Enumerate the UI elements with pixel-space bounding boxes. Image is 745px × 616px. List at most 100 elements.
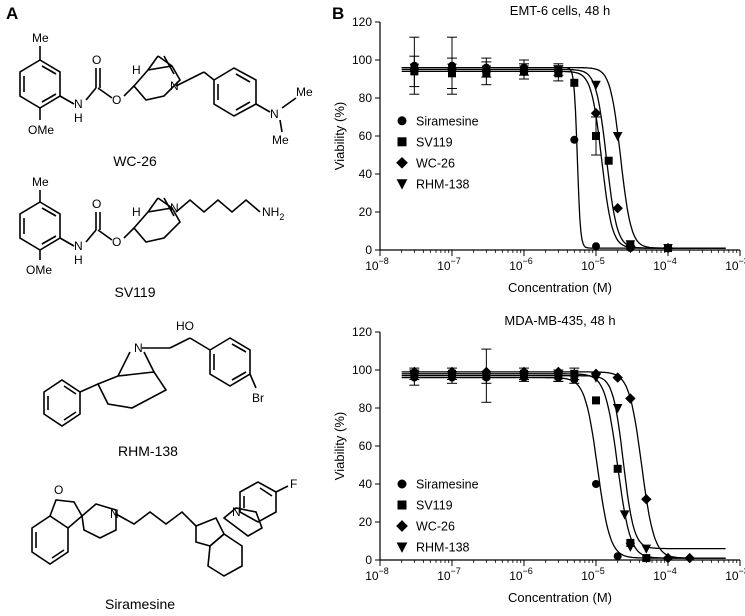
chart-0-xlabel: Concentration (M) — [508, 280, 612, 295]
chart-1-xtick-label: 10−4 — [653, 566, 677, 583]
sv119-atom-nh2: NH2 — [262, 205, 284, 222]
siramesine-atom-o: O — [54, 483, 63, 497]
chart-1-point-rhm-138 — [591, 373, 601, 383]
chart-0-point-rhm-138 — [447, 63, 457, 73]
chart-1-point-wc-26 — [662, 552, 674, 564]
chart-0-series-1 — [401, 55, 726, 253]
sv119-atom-n: N — [74, 239, 83, 253]
chart-0-ytick-label: 0 — [365, 243, 372, 257]
siramesine-atom-f: F — [290, 477, 297, 491]
chart-1-point-rhm-138 — [447, 371, 457, 381]
sv119-structure: Me OMe N H O O H N NH2 — [19, 175, 284, 277]
chart-1-xtick-label: 10−3 — [725, 566, 745, 583]
chart-1-fit-curve — [401, 375, 726, 550]
chart-1-legend-label: RHM-138 — [416, 541, 470, 555]
chart-1-point-wc-26 — [625, 393, 636, 404]
chart-1-point-rhm-138 — [409, 371, 420, 381]
wc26-atom-ome: OMe — [28, 123, 54, 137]
chart-1-legend-marker — [397, 479, 407, 489]
chart-1-point-sv119 — [592, 396, 600, 405]
molecule-name-sv119: SV119 — [114, 284, 156, 300]
wc26-atom-o-ester: O — [112, 93, 121, 107]
chart-0-ytick-label: 100 — [352, 53, 372, 67]
chart-0-ylabel: Viability (%) — [332, 102, 347, 170]
rhm138-atom-br: Br — [252, 391, 264, 405]
chart-1-xlabel: Concentration (M) — [508, 590, 612, 605]
molecule-name-siramesine: Siramesine — [104, 596, 176, 612]
chart-1-ytick-label: 60 — [359, 439, 373, 453]
sv119-atom-o-carbonyl: O — [92, 197, 101, 211]
siramesine-atom-n2: N — [232, 505, 241, 519]
chart-1-xtick-label: 10−7 — [437, 566, 461, 583]
chart-0-series-3 — [401, 63, 726, 254]
chart-1-point-rhm-138 — [519, 371, 529, 381]
chart-0-ytick-label: 40 — [359, 167, 373, 181]
chart-0-ytick-label: 120 — [352, 15, 372, 29]
chart-emt6: EMT-6 cells, 48 h 0 20 40 60 80 100 120 10−8 10−7… — [332, 3, 745, 295]
chart-1-legend-marker — [396, 542, 408, 553]
sv119-atom-ome: OMe — [26, 263, 52, 277]
chart-0-legend-marker — [396, 179, 408, 190]
wc26-atom-o-carbonyl: O — [92, 53, 101, 67]
chart-0-point-rhm-138 — [409, 63, 420, 73]
chart-0-legend-marker — [397, 137, 407, 147]
chart-1-ytick-label: 80 — [359, 401, 373, 415]
chart-mda-mb-435: MDA-MB-435, 48 h 0 20 40 60 80 100 120 10−8 10−7 1… — [332, 313, 745, 605]
panel-label-b: B — [332, 4, 345, 23]
chart-0-point-wc-26 — [590, 108, 602, 119]
chart-0-point-rhm-138 — [612, 132, 623, 142]
chart-1-ytick-label: 40 — [359, 477, 373, 491]
chart-0-point-rhm-138 — [625, 240, 636, 250]
wc26-atom-me-a: Me — [296, 85, 313, 99]
wc26-atom-n: N — [74, 97, 83, 111]
chart-0-ytick-label: 60 — [359, 129, 373, 143]
chart-0-point-sv119 — [592, 132, 600, 140]
chart-1-xtick-label: 10−8 — [365, 566, 389, 583]
panel-label-a: A — [6, 4, 19, 23]
chart-1-point-siramesine — [613, 552, 622, 561]
rhm138-structure: HO N Br — [43, 319, 264, 427]
chart-1-point-sv119 — [613, 464, 622, 473]
chart-1-point-rhm-138 — [481, 371, 492, 381]
chart-1-xtick-label: 10−5 — [581, 566, 605, 583]
chart-0-legend-label: WC-26 — [416, 156, 455, 170]
chart-1-legend-marker — [397, 500, 407, 510]
chart-1-point-rhm-138 — [619, 510, 630, 520]
chart-1-point-sv119 — [570, 369, 579, 378]
wc26-atom-nme2: N — [270, 107, 279, 121]
chart-0-point-rhm-138 — [591, 80, 601, 90]
chart-1-legend-label: WC-26 — [416, 520, 455, 534]
sv119-atom-me: Me — [32, 175, 49, 189]
chart-1-title: MDA-MB-435, 48 h — [504, 313, 615, 328]
chart-1-point-rhm-138 — [641, 544, 652, 554]
chart-1-ytick-label: 100 — [352, 363, 372, 377]
chart-0-point-rhm-138 — [663, 244, 673, 254]
rhm138-atom-n: N — [134, 341, 143, 355]
sv119-atom-o-ester: O — [112, 235, 121, 249]
chart-0-legend-label: RHM-138 — [416, 177, 470, 191]
siramesine-atom-n1: N — [110, 507, 119, 521]
chart-0-point-rhm-138 — [519, 65, 529, 75]
chart-1-xtick-label: 10−6 — [509, 566, 533, 583]
chart-0-point-rhm-138 — [553, 65, 564, 75]
wc26-atom-me: Me — [32, 31, 49, 45]
chart-0-fit-curve — [401, 66, 726, 249]
chart-1-point-rhm-138 — [625, 542, 636, 552]
chart-0-title: EMT-6 cells, 48 h — [510, 3, 610, 18]
chart-0-legend-marker — [397, 116, 407, 126]
rhm138-atom-ho: HO — [176, 319, 194, 333]
chart-0-point-sv119 — [604, 156, 613, 165]
chart-0-xtick-label: 10−4 — [653, 256, 677, 273]
chart-0-xtick-label: 10−7 — [437, 256, 461, 273]
chart-0-point-siramesine — [570, 135, 579, 144]
chart-0-point-siramesine — [592, 242, 600, 251]
chart-1-series-3 — [401, 371, 726, 554]
chart-1-point-rhm-138 — [553, 371, 564, 381]
chart-1-legend-marker — [396, 520, 408, 532]
chart-0-ytick-label: 80 — [359, 91, 373, 105]
siramesine-structure: O N N F — [31, 477, 297, 577]
chart-1-series-2 — [401, 366, 726, 564]
chart-1-point-sv119 — [642, 554, 651, 563]
chart-1-ylabel: Viability (%) — [332, 412, 347, 480]
chart-1-point-siramesine — [592, 480, 600, 488]
